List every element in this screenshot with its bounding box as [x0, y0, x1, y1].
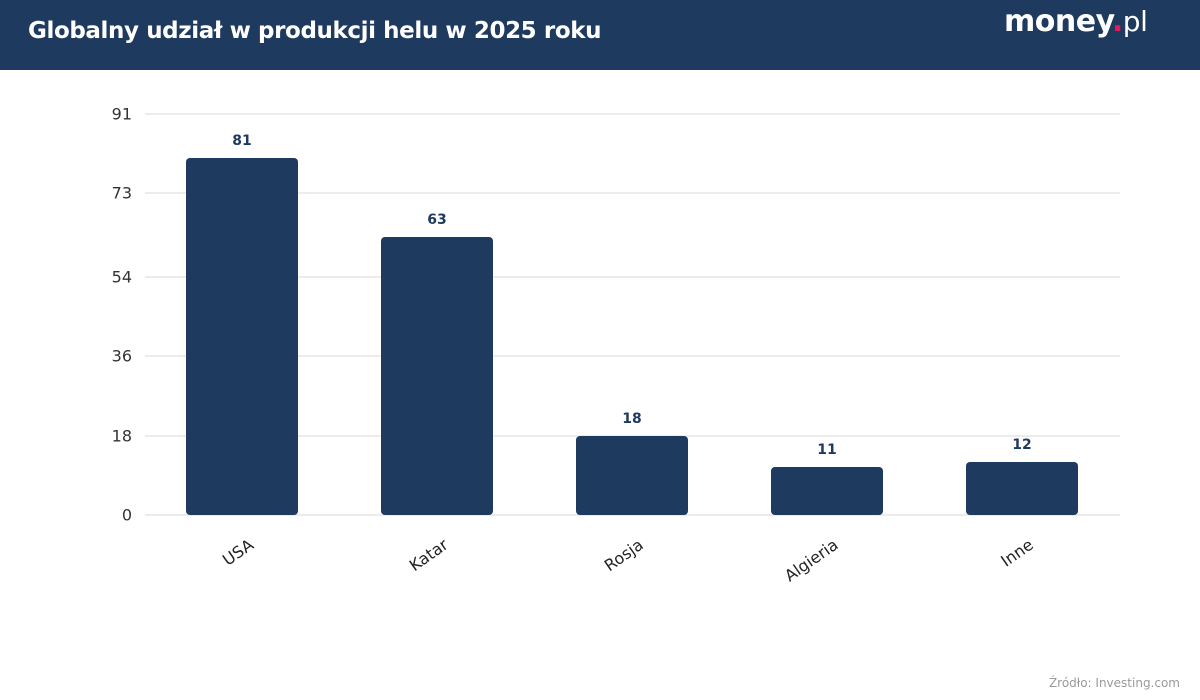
bar-usa[interactable]: [186, 158, 298, 515]
x-axis-category-label: Katar: [406, 535, 452, 576]
logo-suffix: pl: [1122, 5, 1148, 38]
x-axis-category-label: Algieria: [781, 535, 842, 586]
bar-rosja[interactable]: [576, 435, 688, 515]
x-axis-category-label: Rosja: [600, 535, 647, 576]
gridline: [145, 514, 1120, 516]
chart-header: Globalny udział w produkcji helu w 2025 …: [0, 0, 1200, 70]
y-axis-tick-label: 18: [111, 426, 132, 446]
money-pl-logo: money.pl: [1004, 4, 1148, 39]
chart-title: Globalny udział w produkcji helu w 2025 …: [28, 18, 602, 44]
bar-value-label: 81: [232, 133, 252, 150]
bar-value-label: 12: [1012, 437, 1032, 454]
bar-value-label: 18: [622, 410, 642, 427]
gridline: [145, 355, 1120, 358]
gridline: [145, 113, 1120, 115]
gridline: [145, 192, 1120, 195]
bar-katar[interactable]: [381, 237, 493, 515]
source-note: Źródło: Investing.com: [1048, 676, 1180, 690]
x-axis-category-label: Inne: [997, 535, 1037, 571]
y-axis-tick-label: 0: [121, 505, 132, 525]
y-axis-tick-label: 73: [111, 183, 132, 203]
bar-algieria[interactable]: [771, 466, 883, 515]
y-axis-tick-label: 36: [111, 346, 132, 366]
logo-dot: .: [1111, 4, 1123, 39]
bar-inne[interactable]: [966, 462, 1078, 515]
bar-value-label: 11: [817, 441, 837, 458]
y-axis-tick-label: 54: [111, 267, 132, 287]
logo-main: money: [1004, 4, 1112, 39]
gridline: [145, 276, 1120, 279]
x-axis-category-label: USA: [218, 535, 257, 570]
bar-value-label: 63: [427, 212, 447, 229]
y-axis-tick-label: 91: [111, 104, 132, 124]
